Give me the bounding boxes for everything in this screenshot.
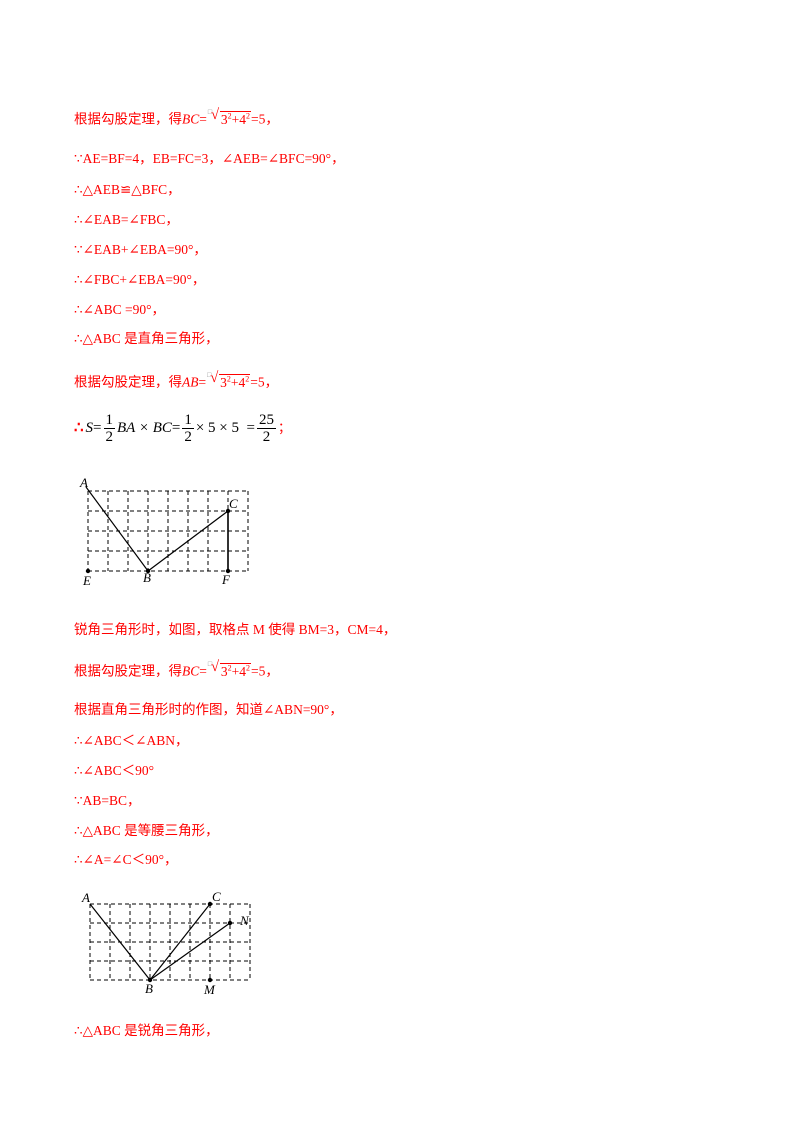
line-angles-less-90: ∴∠A=∠C＜90°，: [74, 852, 178, 867]
line-equal-angles: ∴∠EAB=∠FBC，: [74, 212, 179, 227]
point-c-2: [207, 901, 213, 907]
line-angle-abn: 根据直角三角形时的作图，知道∠ABN=90°，: [74, 702, 343, 717]
segment-ab: [85, 486, 149, 572]
label-c: C: [229, 496, 238, 511]
label-e: E: [82, 573, 91, 588]
figure-right-triangle: A C E B F: [79, 475, 249, 588]
label-c-2: C: [212, 889, 221, 904]
segment-bn: [149, 922, 231, 981]
point-b: [145, 568, 151, 574]
line-angle-abc-90: ∴∠ABC =90°，: [74, 302, 166, 317]
point-c: [225, 508, 231, 514]
label-b-2: B: [145, 981, 153, 996]
line-congruent-triangles: ∴△AEB≌△BFC，: [74, 182, 181, 197]
label-b: B: [143, 570, 151, 585]
line-ab-pythagoras: 根据勾股定理，得AB= □ √ 32+42=5，: [74, 370, 279, 390]
line-bc-pythagoras-2: 根据勾股定理，得BC= □ √ 32+42=5，: [74, 659, 279, 679]
point-n: [227, 920, 233, 926]
label-f: F: [221, 572, 231, 587]
line-angle-sum-eba: ∵∠EAB+∠EBA=90°，: [74, 242, 207, 257]
point-f: [225, 568, 231, 574]
line-ab-eq-bc: ∵AB=BC，: [74, 793, 141, 808]
grid-2: [89, 903, 251, 981]
line-angle-sum-fbc: ∴∠FBC+∠EBA=90°，: [74, 272, 206, 287]
point-m: [207, 977, 213, 983]
line-acute-triangle: ∴△ABC 是锐角三角形，: [74, 1023, 219, 1038]
label-m: M: [203, 982, 216, 997]
label-a: A: [79, 475, 88, 490]
line-acute-case-intro: 锐角三角形时，如图，取格点 M 使得 BM=3，CM=4，: [74, 622, 397, 637]
segment-bc: [147, 510, 229, 572]
label-n: N: [239, 913, 250, 928]
line-abc-less-90: ∴∠ABC＜90°: [74, 763, 155, 778]
point-b-2: [147, 977, 153, 983]
line-bc-pythagoras-1: 根据勾股定理，得BC= □ √ 32+42=5，: [74, 107, 279, 127]
segment-ab-2: [89, 903, 151, 981]
segment-bc-2: [149, 903, 211, 981]
line-abc-less-abn: ∴∠ABC＜∠ABN，: [74, 733, 189, 748]
line-given-equal-segments: ∵AE=BF=4，EB=FC=3，∠AEB=∠BFC=90°，: [74, 151, 345, 166]
point-e: [85, 568, 91, 574]
grid-1: [87, 490, 249, 572]
label-a-2: A: [81, 890, 90, 905]
figure-acute-triangle: A C N B M: [81, 889, 251, 997]
area-formula: ∴ S= 1 2 BA × BC= 1 2 × 5 × 5 = 25 2；: [74, 412, 291, 445]
line-isosceles: ∴△ABC 是等腰三角形，: [74, 823, 219, 838]
line-right-triangle: ∴△ABC 是直角三角形，: [74, 331, 219, 346]
